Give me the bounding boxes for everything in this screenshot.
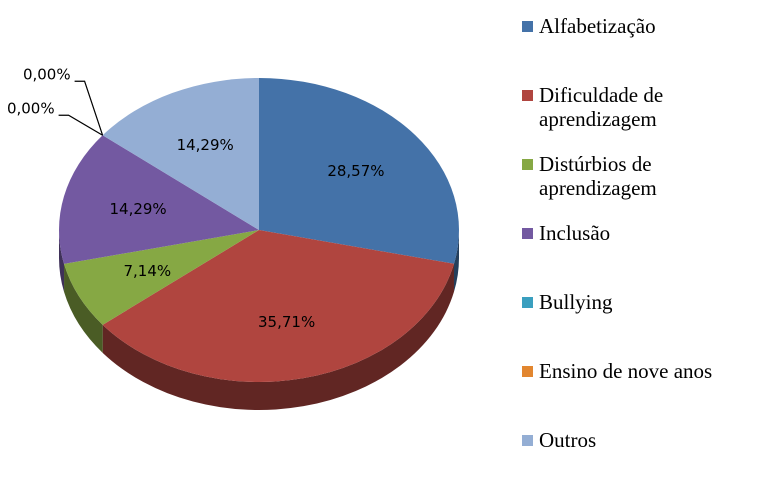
legend-label: Inclusão (539, 221, 611, 245)
legend-label: Bullying (539, 290, 613, 314)
data-label-inclusao: 14,29% (109, 200, 166, 218)
legend-label: Distúrbios de aprendizagem (539, 152, 657, 200)
leader-line (58, 114, 103, 136)
legend-item-inclusao: Inclusão (522, 221, 754, 245)
legend-swatch (522, 435, 533, 446)
legend-item-dificuldade-de-aprendizagem: Dificuldade de aprendizagem (522, 83, 754, 131)
data-label-alfabetizacao: 28,57% (327, 162, 384, 180)
legend-swatch (522, 90, 533, 101)
legend-label: Ensino de nove anos (539, 359, 713, 383)
legend-swatch (522, 21, 533, 32)
pie-slice-alfabetizacao (259, 78, 459, 264)
legend-item-disturbios-de-aprendizagem: Distúrbios de aprendizagem (522, 152, 754, 200)
pie-side-dificuldade-de-aprendizagem (102, 263, 454, 410)
legend-item-alfabetizacao: Alfabetização (522, 14, 754, 38)
leader-line (74, 80, 104, 136)
legend-swatch (522, 159, 533, 170)
legend-swatch (522, 297, 533, 308)
data-label-dificuldade-de-aprendizagem: 35,71% (258, 313, 315, 331)
data-label-bullying: 0,00% (23, 65, 71, 83)
pie-chart: 28,57% 35,71% 7,14% 14,29% 0,00% 0,00% 14,29% (7, 65, 459, 410)
data-label-disturbios-de-aprendizagem: 7,14% (123, 262, 171, 280)
pie-slice-disturbios-de-aprendizagem (64, 230, 259, 325)
data-label-ensino-de-nove-anos: 0,00% (7, 99, 55, 117)
legend-swatch (522, 366, 533, 377)
pie-slice-outros (102, 78, 259, 230)
legend-item-bullying: Bullying (522, 290, 754, 314)
pie-slice-dificuldade-de-aprendizagem (102, 230, 454, 382)
data-label-outros: 14,29% (177, 136, 234, 154)
pie-slice-inclusao (59, 135, 260, 264)
pie-side-alfabetizacao (453, 230, 459, 292)
legend-item-ensino-de-nove-anos: Ensino de nove anos (522, 359, 754, 383)
legend-item-outros: Outros (522, 428, 754, 452)
pie-side-disturbios-de-aprendizagem (64, 263, 103, 353)
pie-side-inclusao (59, 230, 65, 292)
legend-label: Outros (539, 428, 597, 452)
legend-label: Alfabetização (539, 14, 656, 38)
legend-swatch (522, 228, 533, 239)
legend-label: Dificuldade de aprendizagem (539, 83, 664, 131)
